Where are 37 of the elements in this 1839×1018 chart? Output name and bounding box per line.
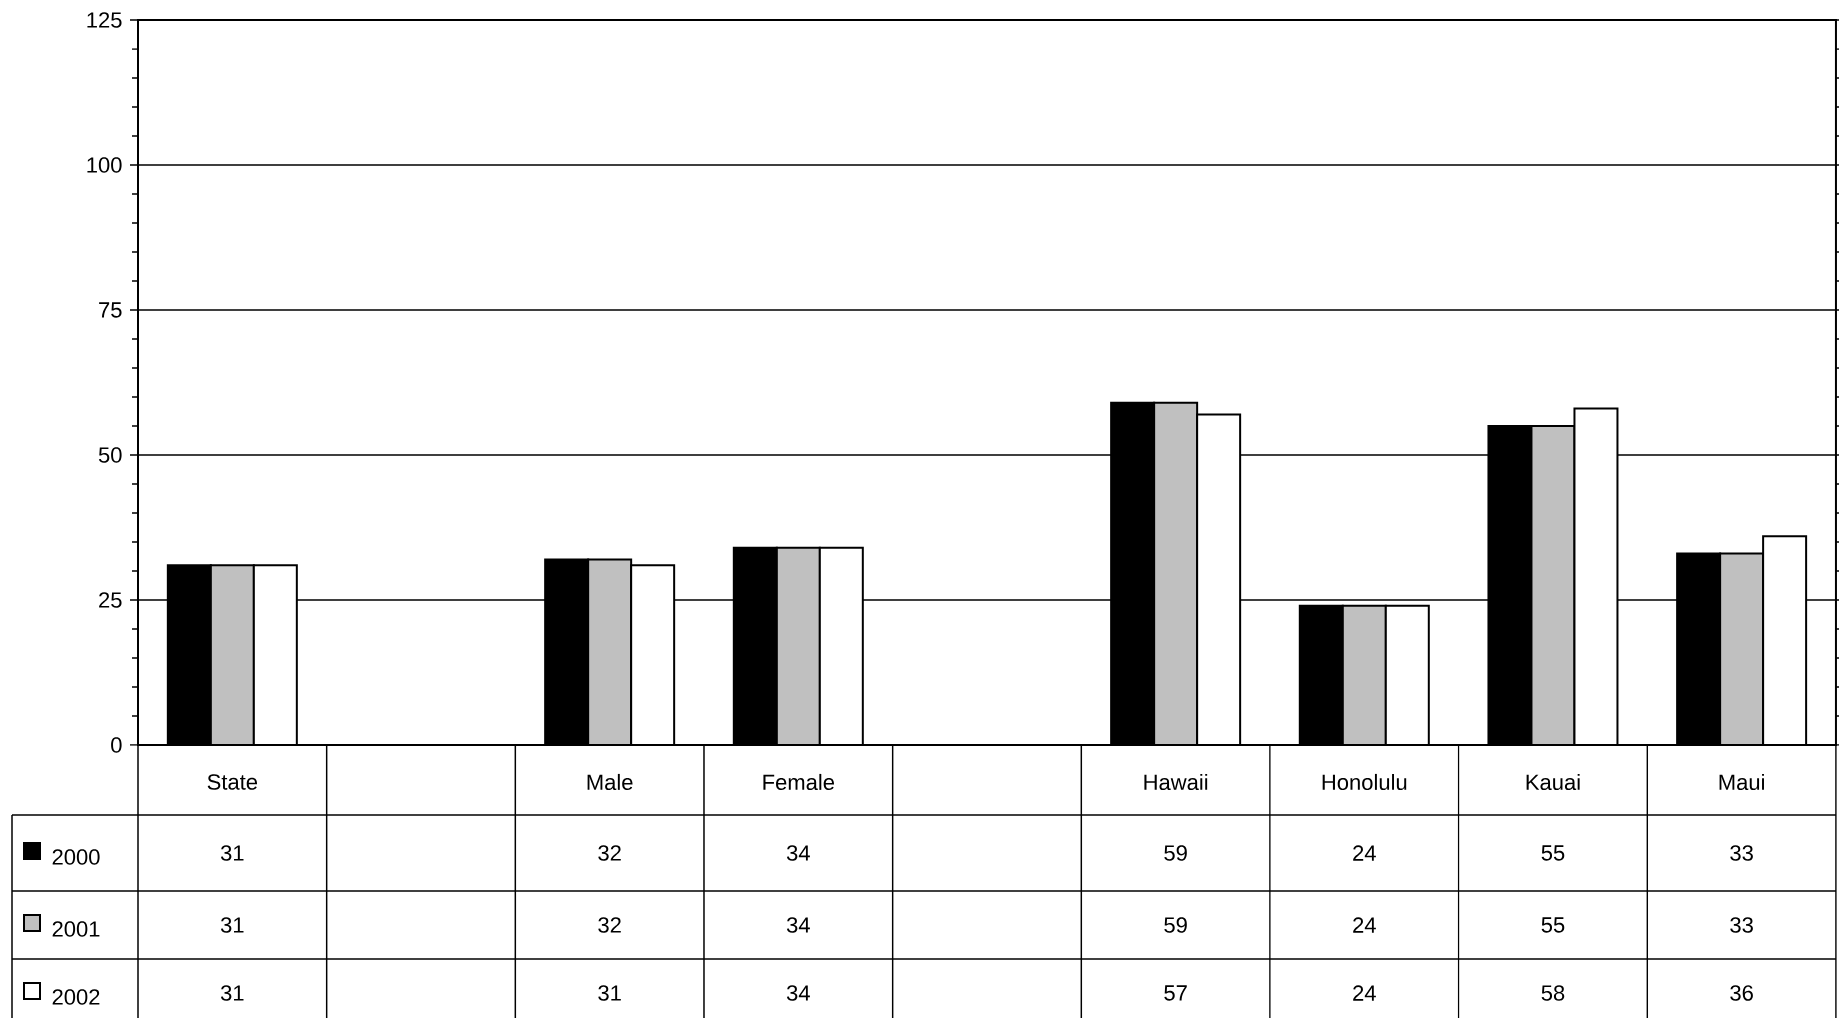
y-tick-label: 75: [99, 302, 122, 318]
data-label: 33: [1730, 917, 1753, 933]
data-label: 32: [598, 917, 621, 933]
x-tick-label: Female: [763, 773, 835, 791]
x-tick-label: Kauai: [1526, 773, 1580, 791]
data-label: 31: [598, 985, 621, 1001]
data-label: 24: [1353, 845, 1376, 861]
legend-label: 2002: [52, 989, 100, 1005]
y-tick-label: 0: [111, 737, 122, 753]
data-label: 31: [220, 845, 244, 861]
data-label: 55: [1541, 845, 1565, 861]
data-label: 55: [1541, 917, 1565, 933]
data-label: 32: [598, 845, 621, 861]
x-tick-label: State: [207, 774, 258, 790]
y-tick-label: 50: [98, 447, 122, 463]
y-tick-label: 100: [87, 157, 122, 173]
data-label: 58: [1541, 985, 1565, 1001]
data-label: 24: [1353, 917, 1376, 933]
legend-label: 2000: [52, 849, 100, 865]
legend-label: 2001: [52, 921, 100, 937]
data-label: 36: [1730, 985, 1753, 1001]
data-label: 34: [786, 985, 810, 1001]
x-tick-label: Honolulu: [1322, 773, 1407, 791]
data-label: 59: [1164, 845, 1187, 861]
y-tick-label: 25: [99, 592, 122, 608]
data-label: 59: [1164, 917, 1187, 933]
y-tick-label: 125: [87, 12, 122, 28]
data-label: 34: [786, 917, 810, 933]
data-label: 24: [1353, 985, 1376, 1001]
x-tick-label: Maui: [1719, 773, 1764, 791]
data-label: 34: [786, 845, 810, 861]
data-label: 33: [1730, 845, 1753, 861]
data-label: 31: [220, 985, 244, 1001]
data-label: 57: [1164, 985, 1187, 1001]
data-label: 31: [220, 917, 244, 933]
x-tick-label: Male: [587, 773, 633, 791]
x-tick-label: Hawaii: [1144, 773, 1208, 791]
